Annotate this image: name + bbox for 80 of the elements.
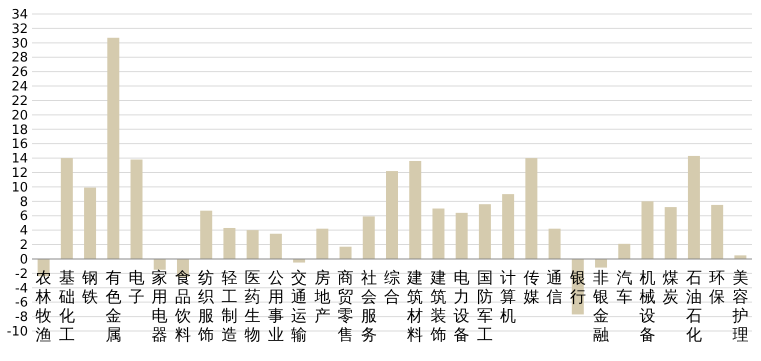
y-tick-label: 12	[11, 166, 28, 181]
bar	[107, 38, 120, 259]
bar	[316, 228, 328, 259]
bar	[432, 208, 444, 259]
y-tick-label: 32	[11, 22, 28, 37]
bar	[502, 194, 514, 259]
bar	[595, 258, 608, 268]
x-tick-label: 国防军工	[476, 268, 493, 344]
x-tick-label: 机械设备	[639, 268, 656, 344]
y-tick-label: 14	[11, 152, 28, 167]
bar	[711, 204, 724, 259]
y-tick-label: 0	[20, 252, 28, 268]
bar	[84, 188, 96, 259]
x-tick-label: 公用事业	[268, 268, 284, 344]
bar	[618, 244, 630, 259]
x-tick-label: 电力设备	[454, 268, 470, 344]
y-tick-label: -10	[6, 324, 28, 340]
y-tick-label: 8	[20, 194, 28, 210]
x-tick-label: 汽车	[616, 268, 632, 306]
x-tick-label: 建筑材料	[406, 268, 424, 344]
x-tick-label: 钢铁	[81, 268, 98, 306]
y-tick-label: 34	[11, 8, 28, 22]
y-tick-label: 22	[11, 94, 28, 109]
bar	[130, 160, 143, 259]
bar	[223, 228, 236, 259]
y-tick-label: -6	[15, 296, 28, 311]
x-tick-label: 社会服务	[360, 268, 377, 344]
y-tick-label: -2	[15, 266, 28, 282]
x-tick-label: 美容护理	[731, 268, 748, 344]
bar	[525, 158, 538, 259]
bar	[548, 228, 561, 259]
y-tick-label: 24	[11, 80, 28, 95]
bar	[478, 204, 491, 259]
bar	[664, 207, 677, 259]
y-tick-label: 26	[11, 65, 28, 80]
bar	[641, 201, 654, 259]
x-tick-label: 轻工制造	[221, 268, 238, 344]
bar	[246, 230, 259, 259]
bar	[456, 212, 468, 259]
x-tick-label: 纺织服饰	[197, 268, 214, 344]
x-tick-label: 交通运输	[291, 268, 308, 344]
bar	[688, 156, 700, 259]
y-tick-label: 30	[11, 36, 28, 52]
x-tick-label: 电子	[128, 268, 145, 306]
bar	[409, 160, 422, 259]
x-tick-label: 综合	[384, 268, 400, 306]
bar	[386, 171, 398, 259]
x-tick-label: 食品饮料	[174, 268, 191, 344]
x-tick-label: 有色金属	[105, 268, 122, 344]
bar	[362, 216, 375, 259]
x-tick-label: 煤炭	[662, 268, 679, 306]
x-tick-label: 通信	[546, 268, 563, 306]
bar	[200, 210, 212, 259]
y-tick-label: 16	[11, 137, 28, 152]
y-tick-label: 18	[11, 122, 28, 138]
y-tick-label: -8	[15, 310, 28, 326]
x-tick-label: 基础化工	[58, 268, 75, 344]
y-tick-label: 28	[11, 50, 28, 66]
y-tick-label: 6	[20, 209, 28, 224]
bar	[60, 158, 73, 259]
bar	[340, 246, 352, 259]
x-tick-label: 计算机	[500, 268, 516, 325]
bar	[154, 258, 166, 270]
x-tick-label: 传媒	[523, 268, 540, 306]
y-tick-label: 10	[11, 180, 28, 196]
y-tick-label: 4	[20, 224, 28, 239]
x-tick-label: 农林牧渔	[34, 268, 52, 344]
x-tick-label: 建筑装饰	[429, 268, 446, 344]
x-tick-label: 家用电器	[152, 268, 168, 344]
x-tick-label: 商贸零售	[338, 268, 354, 344]
x-tick-label: 石油石化	[686, 268, 702, 344]
x-tick-label: 房地产	[313, 268, 330, 325]
y-tick-label: 2	[20, 238, 28, 254]
y-tick-label: -4	[15, 281, 28, 296]
bar	[270, 234, 282, 259]
y-tick-label: 20	[11, 108, 28, 124]
x-tick-label: 医药生物	[244, 268, 261, 344]
x-tick-label: 非银金融	[592, 268, 610, 344]
x-tick-label: 银行	[568, 268, 586, 306]
x-tick-label: 环保	[709, 268, 726, 306]
